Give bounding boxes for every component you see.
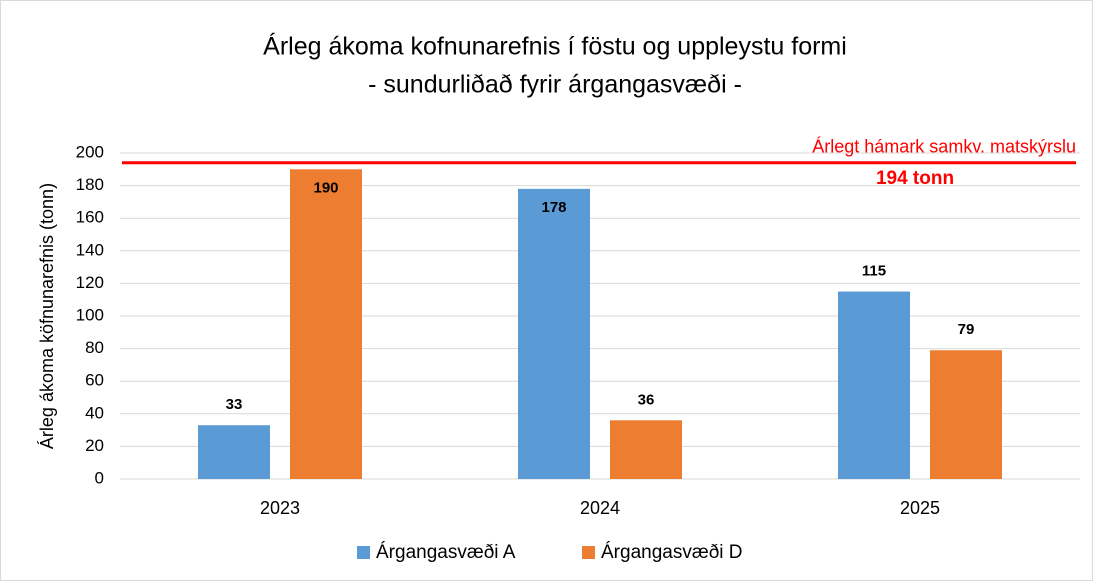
x-tick-label: 2025: [900, 498, 940, 518]
y-tick-label: 100: [76, 305, 104, 324]
bar: [838, 291, 910, 479]
data-label: 33: [226, 396, 243, 413]
y-tick-label: 200: [76, 142, 104, 161]
data-label: 115: [862, 263, 886, 280]
chart-title: Árleg ákoma kofnunarefnis í föstu og upp…: [263, 32, 847, 61]
bar: [610, 420, 682, 479]
chart-subtitle: - sundurliðað fyrir árgangasvæði -: [368, 71, 742, 99]
y-axis-label: Árleg ákoma köfnunarefnis (tonn): [37, 183, 57, 449]
bar: [518, 188, 590, 480]
y-tick-label: 40: [85, 403, 104, 422]
legend-label: Árgangasvæði A: [376, 542, 516, 563]
y-tick-label: 140: [76, 240, 104, 259]
data-label: 36: [638, 391, 655, 408]
x-tick-label: 2023: [260, 498, 300, 518]
reference-label: Árlegt hámark samkv. matskýrslu: [812, 137, 1076, 157]
data-label: 79: [958, 321, 975, 338]
bar: [198, 425, 270, 479]
bar: [930, 350, 1002, 479]
y-tick-label: 120: [76, 273, 104, 292]
y-tick-label: 160: [76, 208, 104, 227]
y-tick-label: 180: [76, 175, 104, 194]
legend-label: Árgangasvæði D: [601, 542, 743, 563]
data-label: 190: [313, 179, 338, 196]
bar: [290, 169, 362, 480]
y-tick-label: 20: [85, 436, 104, 455]
y-tick-label: 0: [95, 468, 104, 487]
y-tick-label: 60: [85, 371, 104, 390]
data-label: 178: [541, 199, 566, 216]
legend-swatch: [582, 546, 595, 559]
x-tick-label: 2024: [580, 498, 620, 518]
legend-swatch: [357, 546, 370, 559]
reference-value-label: 194 tonn: [876, 168, 954, 189]
y-tick-label: 80: [85, 338, 104, 357]
